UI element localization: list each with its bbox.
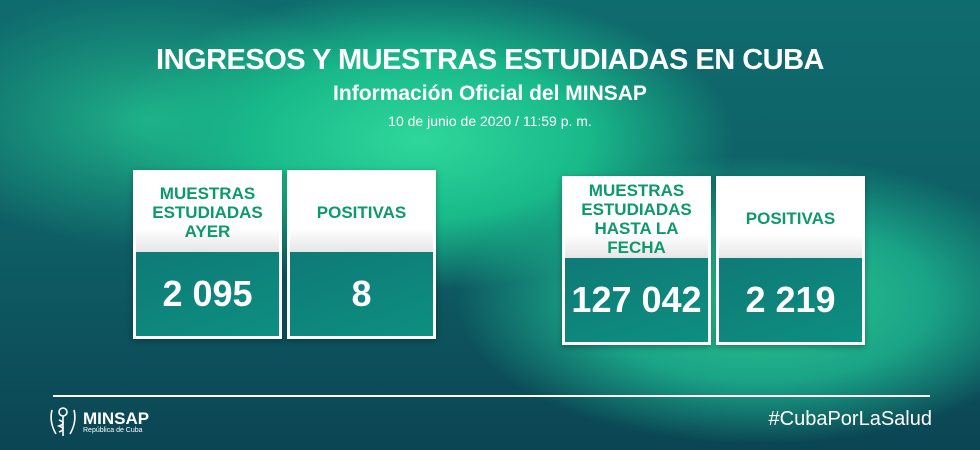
hashtag: #CubaPorLaSalud [768, 408, 932, 430]
card-label: POSITIVAS [719, 179, 862, 258]
card-value: 2 095 [136, 252, 279, 336]
card-value: 127 042 [565, 258, 708, 342]
card-label: MUESTRAS ESTUDIADAS AYER [136, 173, 279, 252]
card-label: POSITIVAS [290, 173, 433, 252]
card-positives-yesterday: POSITIVAS 8 [287, 170, 436, 339]
card-value: 2 219 [719, 258, 862, 342]
logo-subtitle: República de Cuba [83, 427, 143, 434]
page-subtitle: Información Oficial del MINSAP [333, 82, 647, 105]
card-label: MUESTRAS ESTUDIADAS HASTA LA FECHA [565, 179, 708, 258]
page-title: INGRESOS Y MUESTRAS ESTUDIADAS EN CUBA [156, 44, 824, 76]
card-samples-yesterday: MUESTRAS ESTUDIADAS AYER 2 095 [133, 170, 282, 339]
report-date: 10 de junio de 2020 / 11:59 p. m. [388, 113, 592, 129]
card-positives-total: POSITIVAS 2 219 [716, 176, 865, 345]
card-value: 8 [290, 252, 433, 336]
caduceus-emblem-icon [50, 407, 76, 436]
logo-name: MINSAP [83, 409, 150, 428]
card-samples-total: MUESTRAS ESTUDIADAS HASTA LA FECHA 127 0… [562, 176, 711, 345]
footer-divider [53, 395, 930, 397]
minsap-logo: MINSAP República de Cuba [47, 404, 149, 440]
